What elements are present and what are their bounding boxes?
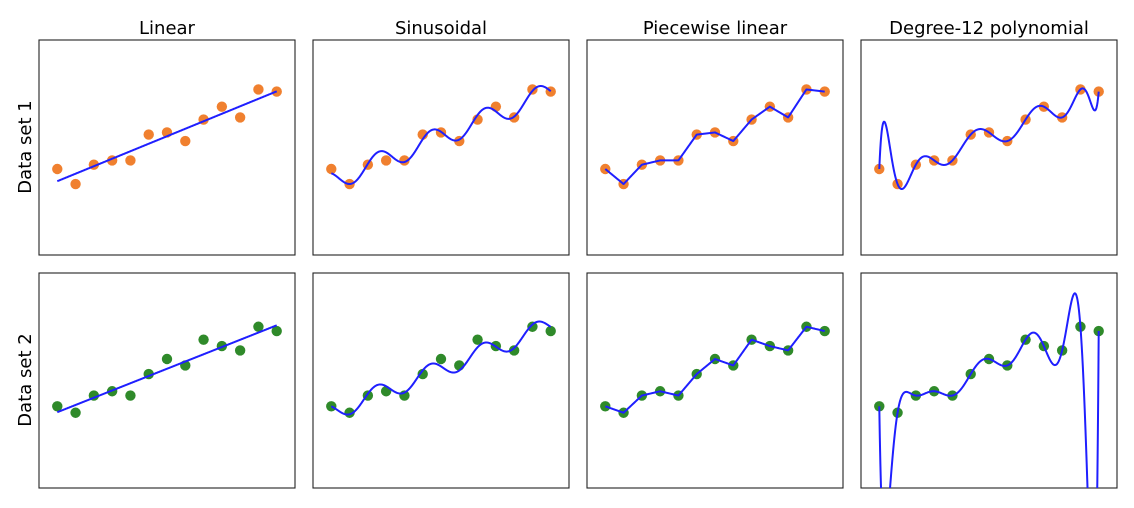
points-group <box>874 84 1104 190</box>
data-point <box>454 360 465 371</box>
data-point <box>819 325 830 337</box>
panel-frame <box>586 272 844 489</box>
data-point <box>253 321 264 332</box>
data-point <box>1093 325 1104 337</box>
panel-frame <box>586 39 844 256</box>
data-point <box>125 390 136 401</box>
data-point <box>874 401 885 412</box>
panel-frame <box>38 272 296 489</box>
data-point <box>508 345 520 356</box>
data-point <box>161 353 173 365</box>
data-point <box>216 101 228 112</box>
panel-frame <box>38 39 296 256</box>
row-label-data-set-1: Data set 1 <box>15 100 36 193</box>
data-point <box>143 129 154 140</box>
data-point <box>472 334 483 345</box>
data-point <box>70 178 81 190</box>
panel-2-piecewise-linear <box>586 272 844 489</box>
column-title-piecewise-linear: Piecewise linear <box>643 18 788 39</box>
data-point <box>198 334 209 345</box>
panel-1-piecewise-linear <box>586 39 844 256</box>
fit-line-sinusoidal <box>330 320 552 416</box>
panel-2-sinusoidal <box>312 272 570 489</box>
points-group <box>326 84 556 190</box>
panel-2-linear <box>38 272 296 489</box>
fit-line-polynomial-degree-12 <box>878 87 1100 191</box>
data-point <box>417 368 428 380</box>
data-point <box>271 325 282 337</box>
data-point <box>326 163 337 175</box>
data-point <box>253 84 264 95</box>
points-group <box>874 321 1104 418</box>
fit-line-piecewise-linear <box>604 325 825 414</box>
panel-1-polynomial-degree-12 <box>860 39 1118 256</box>
panel-frame <box>860 39 1118 256</box>
row-label-data-set-2: Data set 2 <box>15 333 36 426</box>
data-point <box>874 163 885 175</box>
fit-line-linear <box>56 90 278 183</box>
panel-frame <box>312 39 570 256</box>
panel-1-sinusoidal <box>312 39 570 256</box>
data-point <box>52 163 63 175</box>
column-title-polynomial: Degree-12 polynomial <box>889 18 1089 39</box>
panel-1-linear <box>38 39 296 256</box>
data-point <box>180 135 191 147</box>
fit-line-sinusoidal <box>330 85 552 185</box>
data-point <box>1093 86 1104 97</box>
data-point <box>600 401 611 412</box>
column-title-linear: Linear <box>139 18 196 39</box>
data-point <box>234 112 246 123</box>
data-point <box>326 401 337 412</box>
data-point <box>52 401 63 412</box>
fit-line-piecewise-linear <box>604 88 825 186</box>
fit-line-polynomial-degree-12 <box>878 292 1100 488</box>
fit-line-linear <box>56 324 278 414</box>
panel-frame <box>312 272 570 489</box>
column-title-sinusoidal: Sinusoidal <box>395 18 487 39</box>
data-point <box>435 353 447 365</box>
data-point <box>380 155 392 166</box>
points-group <box>52 84 282 190</box>
panel-2-polynomial-degree-12 <box>860 272 1118 489</box>
data-point <box>527 321 538 332</box>
data-point <box>234 345 246 356</box>
data-point <box>70 407 81 418</box>
data-point <box>819 86 830 97</box>
data-point <box>125 155 136 166</box>
data-point <box>545 325 556 337</box>
panel-frame <box>860 272 1118 489</box>
